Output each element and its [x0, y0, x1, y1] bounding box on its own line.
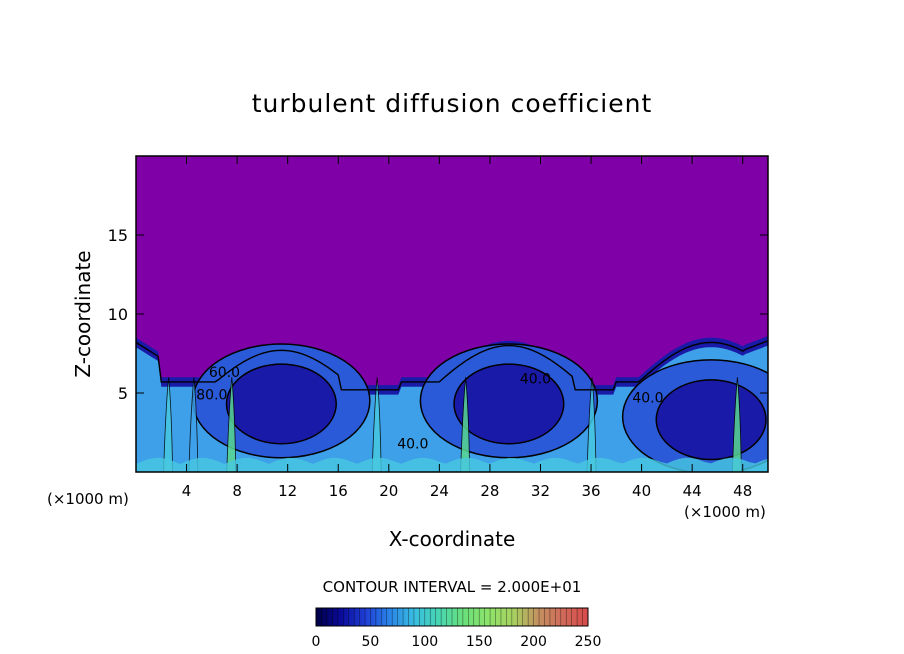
colorbar-tick-label: 200 — [520, 634, 547, 650]
colorbar-tick-label: 0 — [312, 634, 321, 650]
contour-label: 60.0 — [209, 365, 240, 381]
x-tick-label: 16 — [329, 482, 348, 500]
x-unit-right: (×1000 m) — [684, 503, 766, 521]
colorbar-stripes — [321, 608, 583, 626]
colorbar-tick-label: 100 — [411, 634, 438, 650]
x-tick-label: 40 — [632, 482, 651, 500]
x-tick-label: 44 — [683, 482, 702, 500]
colorbar-tick-label: 50 — [361, 634, 379, 650]
chart-title: turbulent diffusion coefficient — [252, 89, 653, 118]
y-tick-label: 10 — [108, 305, 128, 324]
x-tick-label: 36 — [581, 482, 600, 500]
y-tick-label: 15 — [108, 226, 128, 245]
plume-streak — [163, 377, 174, 472]
colorbar-tick-label: 150 — [466, 634, 493, 650]
contour-label: 40.0 — [397, 436, 428, 452]
cell-core — [453, 363, 565, 445]
contour-interval-text: CONTOUR INTERVAL = 2.000E+01 — [323, 578, 582, 596]
plume-streak — [188, 377, 199, 472]
colorbar-tick-label: 250 — [575, 634, 602, 650]
y-axis-label: Z-coordinate — [71, 250, 95, 377]
x-axis-ticks: 4 8 12 16 20 24 28 32 36 40 44 48 — [182, 156, 752, 500]
contour-label: 40.0 — [520, 372, 551, 388]
contour-labels: 80.0 60.0 40.0 40.0 40.0 — [196, 365, 663, 452]
colorbar-tick-labels: 0 50 100 150 200 250 — [312, 634, 602, 650]
y-tick-label: 5 — [118, 384, 128, 403]
plume-streak — [371, 377, 382, 472]
plume-streak — [586, 377, 597, 472]
x-tick-label: 28 — [480, 482, 499, 500]
x-tick-label: 24 — [430, 482, 449, 500]
x-tick-label: 12 — [278, 482, 297, 500]
x-tick-label: 32 — [531, 482, 550, 500]
x-tick-label: 4 — [182, 482, 192, 500]
colorbar-frame — [315, 607, 589, 627]
contour-label: 40.0 — [632, 390, 663, 406]
cell-core — [655, 379, 767, 461]
x-tick-label: 48 — [733, 482, 752, 500]
heatmap-plot-area: 80.0 60.0 40.0 40.0 40.0 — [135, 155, 769, 473]
x-axis-label: X-coordinate — [389, 527, 516, 551]
plume-streak — [226, 377, 237, 472]
y-axis-ticks: 5 10 15 — [108, 226, 768, 403]
plume-streak — [731, 377, 742, 472]
x-tick-label: 20 — [379, 482, 398, 500]
turbulence-field — [136, 336, 768, 472]
surface-band — [136, 457, 768, 472]
contour-label: 80.0 — [196, 387, 227, 403]
plume-streak — [460, 377, 471, 472]
contour-line-top — [136, 340, 768, 391]
x-unit-left: (×1000 m) — [47, 490, 129, 508]
x-tick-label: 8 — [232, 482, 242, 500]
cell-core — [225, 363, 337, 445]
colorbar: 0 50 100 150 200 250 — [312, 607, 602, 650]
